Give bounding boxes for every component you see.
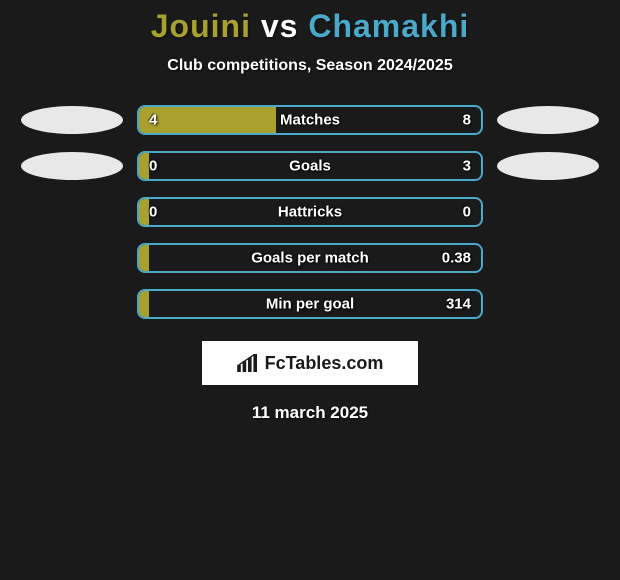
stat-label: Goals per match <box>251 250 369 267</box>
chart-icon <box>237 354 259 372</box>
page-title: Jouini vs Chamakhi <box>0 8 620 45</box>
vs-label: vs <box>261 8 299 44</box>
stat-bar: 4 Matches 8 <box>137 105 483 135</box>
stat-value-left: 0 <box>149 204 157 221</box>
player2-name: Chamakhi <box>308 8 469 44</box>
player1-badge <box>21 106 123 134</box>
stat-row: Goals per match 0.38 <box>0 243 620 273</box>
stat-value-right: 3 <box>463 158 471 175</box>
stat-value-right: 8 <box>463 112 471 129</box>
watermark-text: FcTables.com <box>265 353 384 374</box>
stat-bar: Goals per match 0.38 <box>137 243 483 273</box>
stat-rows: 4 Matches 8 0 Goals 3 0 Hattricks 0 Goals per mat… <box>0 105 620 319</box>
stat-bar-fill <box>139 199 149 225</box>
stat-bar: 0 Hattricks 0 <box>137 197 483 227</box>
stat-value-left: 0 <box>149 158 157 175</box>
stat-bar-fill <box>139 245 149 271</box>
stat-label: Min per goal <box>266 296 354 313</box>
date-label: 11 march 2025 <box>0 403 620 423</box>
stat-bar-fill <box>139 291 149 317</box>
stat-value-right: 0.38 <box>442 250 471 267</box>
player1-badge <box>21 152 123 180</box>
watermark: FcTables.com <box>202 341 418 385</box>
stat-label: Matches <box>280 112 340 129</box>
player1-name: Jouini <box>151 8 251 44</box>
player2-badge <box>497 106 599 134</box>
stat-row: Min per goal 314 <box>0 289 620 319</box>
stat-row: 4 Matches 8 <box>0 105 620 135</box>
stat-row: 0 Hattricks 0 <box>0 197 620 227</box>
stat-label: Goals <box>289 158 331 175</box>
stat-bar-fill <box>139 153 149 179</box>
stat-row: 0 Goals 3 <box>0 151 620 181</box>
comparison-card: Jouini vs Chamakhi Club competitions, Se… <box>0 0 620 423</box>
stat-value-right: 0 <box>463 204 471 221</box>
player2-badge <box>497 152 599 180</box>
stat-label: Hattricks <box>278 204 342 221</box>
stat-value-right: 314 <box>446 296 471 313</box>
stat-bar: 0 Goals 3 <box>137 151 483 181</box>
stat-value-left: 4 <box>149 112 157 129</box>
stat-bar-fill <box>139 107 276 133</box>
stat-bar: Min per goal 314 <box>137 289 483 319</box>
subtitle: Club competitions, Season 2024/2025 <box>0 57 620 75</box>
